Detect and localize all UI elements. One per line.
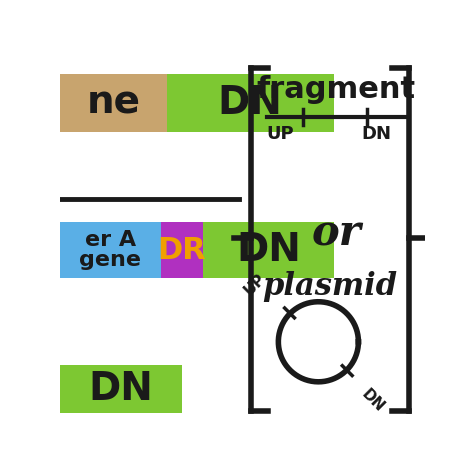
Text: fragment: fragment xyxy=(256,75,416,104)
Text: ne: ne xyxy=(87,84,141,122)
Text: er A
gene: er A gene xyxy=(80,230,141,270)
Text: DN: DN xyxy=(89,370,154,408)
Text: UP: UP xyxy=(266,125,294,143)
FancyBboxPatch shape xyxy=(203,222,334,278)
Text: or: or xyxy=(311,213,361,255)
Text: DN: DN xyxy=(218,84,283,122)
FancyBboxPatch shape xyxy=(61,365,182,413)
FancyBboxPatch shape xyxy=(61,222,161,278)
Text: DN: DN xyxy=(361,125,391,143)
Text: DN: DN xyxy=(358,386,387,415)
Text: DN: DN xyxy=(236,231,301,269)
Text: UP: UP xyxy=(241,271,268,298)
FancyBboxPatch shape xyxy=(167,74,334,132)
FancyBboxPatch shape xyxy=(61,74,167,132)
FancyBboxPatch shape xyxy=(161,222,203,278)
Text: DR: DR xyxy=(157,236,206,264)
Text: plasmid: plasmid xyxy=(263,271,398,302)
